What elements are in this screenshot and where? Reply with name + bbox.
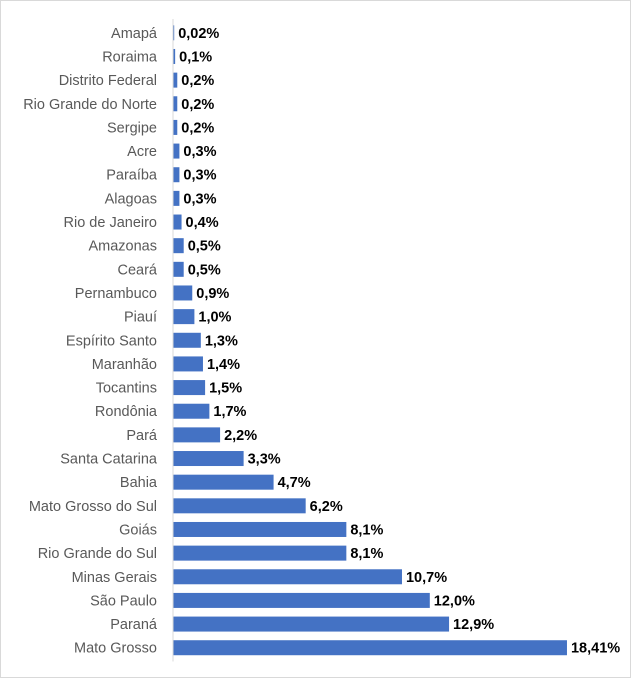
- category-tick-label: Mato Grosso do Sul: [29, 499, 157, 515]
- data-label: 1,3%: [205, 333, 238, 349]
- bar: [173, 451, 244, 467]
- data-label: 4,7%: [278, 475, 311, 491]
- bar: [173, 545, 347, 561]
- bar: [173, 332, 201, 348]
- bar: [173, 616, 450, 632]
- category-tick-label: Minas Gerais: [72, 570, 157, 586]
- data-label: 18,41%: [571, 641, 620, 657]
- data-label: 8,1%: [350, 522, 383, 538]
- category-tick-label: Rio Grande do Sul: [38, 546, 157, 562]
- bar: [173, 25, 175, 41]
- category-tick-label: Sergipe: [107, 120, 157, 136]
- category-tick-label: Roraima: [102, 49, 158, 65]
- data-label: 12,0%: [434, 593, 475, 609]
- bars-group: [173, 25, 567, 656]
- category-tick-label: São Paulo: [90, 593, 157, 609]
- bar: [173, 238, 184, 254]
- bar: [173, 498, 306, 514]
- bar: [173, 72, 178, 88]
- bar: [173, 190, 180, 206]
- data-label: 1,0%: [198, 310, 231, 326]
- category-tick-label: Amapá: [111, 26, 158, 42]
- data-label: 1,4%: [207, 357, 240, 373]
- bar: [173, 143, 180, 159]
- value-labels-group: 0,02% 0,1% 0,2% 0,2% 0,2% 0,3% 0,3% 0,3% 0,4% 0,5…: [178, 26, 620, 657]
- data-label: 1,5%: [209, 381, 242, 397]
- data-label: 0,3%: [183, 144, 216, 160]
- bar: [173, 119, 178, 135]
- data-label: 0,4%: [186, 215, 219, 231]
- bar: [173, 403, 210, 419]
- bar: [173, 261, 184, 277]
- category-tick-label: Santa Catarina: [60, 452, 158, 468]
- category-tick-label: Acre: [127, 144, 157, 160]
- data-label: 0,2%: [181, 73, 214, 89]
- data-label: 10,7%: [406, 570, 447, 586]
- category-tick-label: Goiás: [119, 522, 157, 538]
- category-tick-label: Paraíba: [106, 168, 158, 184]
- category-labels-group: Amapá Roraima Distrito Federal Rio Grande d…: [23, 26, 158, 657]
- bar: [173, 521, 347, 537]
- data-label: 8,1%: [350, 546, 383, 562]
- category-tick-label: Rio de Janeiro: [64, 215, 158, 231]
- category-tick-label: Paraná: [110, 617, 158, 633]
- bar: [173, 569, 402, 585]
- bar: [173, 356, 203, 372]
- bar: [173, 592, 430, 608]
- category-tick-label: Piauí: [124, 310, 157, 326]
- bar: [173, 474, 274, 490]
- bar: [173, 427, 221, 443]
- data-label: 0,9%: [196, 286, 229, 302]
- category-tick-label: Mato Grosso: [74, 641, 157, 657]
- bar: [173, 309, 195, 325]
- data-label: 3,3%: [248, 452, 281, 468]
- data-label: 0,5%: [188, 239, 221, 255]
- category-tick-label: Maranhão: [92, 357, 157, 373]
- bar: [173, 285, 193, 301]
- bar: [173, 214, 182, 230]
- data-label: 0,02%: [178, 26, 219, 42]
- category-tick-label: Distrito Federal: [59, 73, 157, 89]
- category-tick-label: Alagoas: [105, 191, 157, 207]
- bar: [173, 167, 180, 183]
- data-label: 0,2%: [181, 120, 214, 136]
- bar: [173, 640, 567, 656]
- bar: [173, 96, 178, 112]
- data-label: 1,7%: [213, 404, 246, 420]
- data-label: 6,2%: [310, 499, 343, 515]
- category-tick-label: Tocantins: [96, 381, 157, 397]
- data-label: 2,2%: [224, 428, 257, 444]
- category-tick-label: Rondônia: [95, 404, 158, 420]
- category-tick-label: Espírito Santo: [66, 333, 157, 349]
- category-tick-label: Pernambuco: [75, 286, 157, 302]
- category-tick-label: Bahia: [120, 475, 158, 491]
- data-label: 0,2%: [181, 97, 214, 113]
- data-label: 0,3%: [183, 168, 216, 184]
- data-label: 12,9%: [453, 617, 494, 633]
- data-label: 0,1%: [179, 49, 212, 65]
- data-label: 0,3%: [183, 191, 216, 207]
- bar: [173, 48, 176, 64]
- data-label: 0,5%: [188, 262, 221, 278]
- category-tick-label: Rio Grande do Norte: [23, 97, 157, 113]
- category-tick-label: Ceará: [118, 262, 158, 278]
- bar: [173, 380, 206, 396]
- category-tick-label: Amazonas: [88, 239, 157, 255]
- category-tick-label: Pará: [126, 428, 158, 444]
